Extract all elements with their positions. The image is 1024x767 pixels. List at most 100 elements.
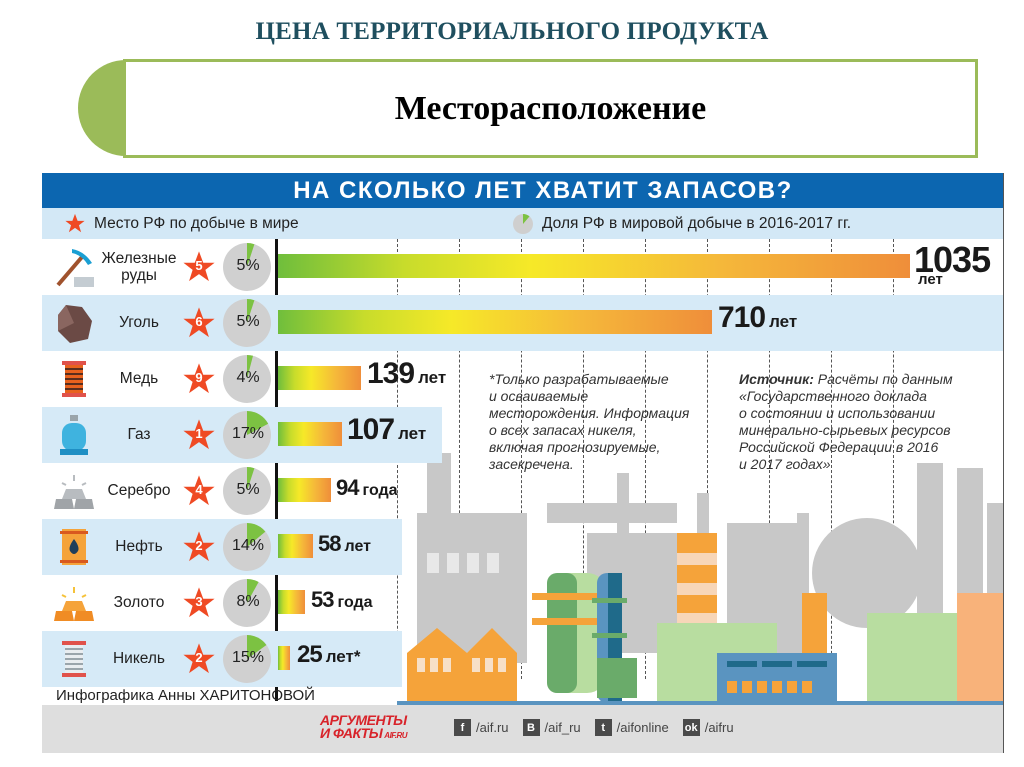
rank-star-icon xyxy=(183,251,215,282)
share-value: 14% xyxy=(231,537,265,554)
resource-name: Уголь xyxy=(119,314,159,331)
pie-icon xyxy=(513,214,533,234)
rank-value: 1 xyxy=(195,426,203,441)
resource-name: Газ xyxy=(127,426,151,443)
years-value: 53 года xyxy=(311,587,373,612)
value-bar xyxy=(278,310,712,334)
subtitle-box: Месторасположение xyxy=(123,59,978,158)
slide-subtitle: Месторасположение xyxy=(394,89,707,127)
chart-row: Нефть 2 14% 58 лет xyxy=(42,519,402,575)
facebook-icon: f xyxy=(454,719,471,736)
years-value: 710 лет xyxy=(718,301,798,334)
share-pie-icon xyxy=(223,635,271,683)
legend: Место РФ по добыче в мире Доля РФ в миро… xyxy=(42,208,1003,239)
chart-row: Никель 2 15% 25 лет* xyxy=(42,631,402,687)
rank-value: 6 xyxy=(195,314,203,329)
value-bar xyxy=(278,646,290,670)
gridline xyxy=(831,239,832,679)
share-pie-icon xyxy=(223,523,271,571)
chart-axis xyxy=(275,239,278,701)
infographic-header: НА СКОЛЬКО ЛЕТ ХВАТИТ ЗАПАСОВ? xyxy=(42,173,1003,208)
share-pie-icon xyxy=(223,411,271,459)
gridline xyxy=(583,239,584,679)
share-value: 5% xyxy=(236,257,260,274)
legend-share-label: Доля РФ в мировой добыче в 2016-2017 гг. xyxy=(542,215,852,232)
legend-rank: Место РФ по добыче в мире xyxy=(64,213,299,234)
slide-title: ЦЕНА ТЕРРИТОРИАЛЬНОГО ПРОДУКТА xyxy=(255,18,769,45)
value-bar xyxy=(278,366,361,390)
gridline xyxy=(893,239,894,679)
gas-cylinder-icon xyxy=(60,415,88,455)
social-link-odnoklassniki[interactable]: ok /aifru xyxy=(682,719,734,736)
resource-name: Серебро xyxy=(107,482,171,499)
twitter-icon: t xyxy=(594,719,612,736)
years-value: 1035 xyxy=(914,239,991,280)
resource-name: Железные руды xyxy=(101,250,177,284)
years-value: 25 лет* xyxy=(297,641,361,668)
years-value: 94 года xyxy=(336,475,398,500)
share-value: 15% xyxy=(231,649,265,666)
oil-barrel-icon xyxy=(60,529,88,565)
copper-coil-icon xyxy=(62,361,86,397)
chart-row: Медь 9 4% 139 лет xyxy=(42,351,1003,407)
share-value: 5% xyxy=(236,481,260,498)
rank-star-icon xyxy=(183,307,215,338)
coal-icon xyxy=(58,305,92,343)
rank-star-icon xyxy=(183,587,215,618)
value-bar xyxy=(278,254,910,278)
social-link-twitter[interactable]: t /aifonline xyxy=(594,719,669,736)
social-links: f /aif.ru В /aif_ru t /aifonline ok /aif… xyxy=(454,719,734,736)
resource-name: Нефть xyxy=(115,538,163,555)
value-bar xyxy=(278,422,342,446)
rank-star-icon xyxy=(183,475,215,506)
chart-row: Железные руды 5 5% 1035 лет xyxy=(42,239,1003,295)
chart-row: Серебро 4 5% 94 года xyxy=(42,463,432,519)
chart-row: Газ 1 17% 107 лет xyxy=(42,407,442,463)
gridline xyxy=(521,239,522,679)
years-value: 139 лет xyxy=(367,357,447,390)
resource-name: Золото xyxy=(113,594,165,611)
rank-value: 5 xyxy=(195,258,203,273)
odnoklassniki-icon: ok xyxy=(682,719,700,736)
value-bar xyxy=(278,478,331,502)
share-value: 17% xyxy=(231,425,265,442)
chart-row: Золото 3 8% 53 года xyxy=(42,575,402,631)
share-pie-icon xyxy=(223,579,271,627)
silver-bars-icon xyxy=(54,475,94,509)
value-bar xyxy=(278,534,313,558)
chart-row: Уголь 6 5% 710 лет xyxy=(42,295,1003,351)
share-value: 8% xyxy=(236,593,260,610)
share-pie-icon xyxy=(223,299,271,347)
rank-star-icon xyxy=(183,643,215,674)
rank-star-icon xyxy=(183,419,215,450)
footer: АРГУМЕНТЫ И ФАКТЫ AIF.RU f /aif.ru В /aif… xyxy=(42,705,1003,753)
gridline xyxy=(707,239,708,679)
aif-logo[interactable]: АРГУМЕНТЫ И ФАКТЫ AIF.RU xyxy=(320,712,408,741)
legend-share: Доля РФ в мировой добыче в 2016-2017 гг. xyxy=(512,213,851,235)
rank-value: 4 xyxy=(195,482,203,497)
rank-star-icon xyxy=(183,531,215,562)
source-note: Источник: Расчёты по данным «Государстве… xyxy=(739,371,953,472)
share-pie-icon xyxy=(223,243,271,291)
value-bar xyxy=(278,590,305,614)
gridline xyxy=(769,239,770,679)
share-pie-icon xyxy=(223,467,271,515)
pickaxe-icon xyxy=(56,249,94,287)
star-icon xyxy=(65,213,85,233)
share-pie-icon xyxy=(223,355,271,403)
rank-value: 2 xyxy=(195,538,203,553)
legend-rank-label: Место РФ по добыче в мире xyxy=(94,214,299,232)
share-value: 5% xyxy=(236,313,260,330)
resource-name: Никель xyxy=(112,650,166,667)
resource-name: Медь xyxy=(119,370,159,387)
vk-icon: В xyxy=(522,719,540,736)
gridline xyxy=(645,239,646,679)
social-link-vk[interactable]: В /aif_ru xyxy=(522,719,581,736)
infographic: НА СКОЛЬКО ЛЕТ ХВАТИТ ЗАПАСОВ? Место РФ … xyxy=(42,173,1004,753)
gold-bars-icon xyxy=(54,587,94,621)
social-link-facebook[interactable]: f /aif.ru xyxy=(454,719,509,736)
years-unit: лет xyxy=(918,271,943,288)
rank-value: 3 xyxy=(195,594,203,609)
gridline xyxy=(459,239,460,679)
years-value: 107 лет xyxy=(347,413,427,446)
